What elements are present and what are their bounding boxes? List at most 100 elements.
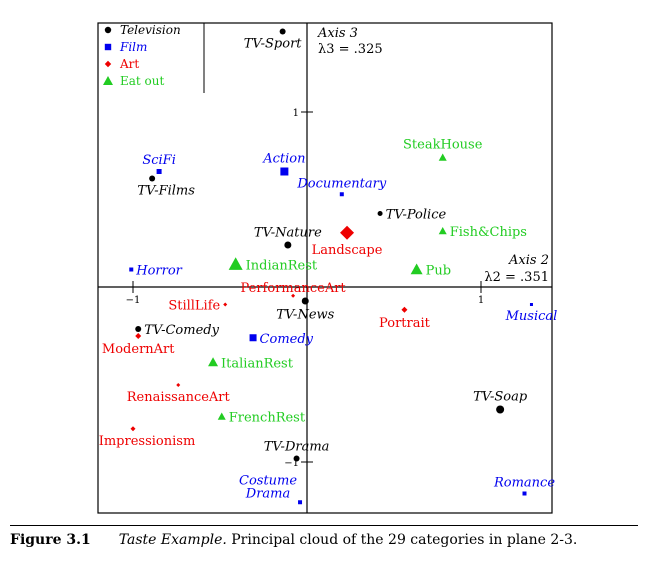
legend-triangle-icon	[103, 76, 113, 85]
point-marker	[298, 500, 303, 505]
point-marker	[249, 334, 257, 342]
plot-frame	[97, 22, 553, 514]
data-point: PerformanceArt	[240, 281, 346, 298]
point-label: Documentary	[296, 176, 386, 191]
point-label: PerformanceArt	[240, 281, 346, 296]
point-marker	[176, 383, 181, 387]
data-point: Fish&Chips	[438, 225, 527, 240]
point-label: Romance	[493, 476, 555, 491]
data-point: IndianRest	[228, 257, 318, 273]
data-point: Action	[262, 152, 306, 176]
point-label: SciFi	[142, 153, 176, 168]
data-point: Comedy	[249, 332, 314, 347]
legend-item: Eat out	[103, 74, 165, 88]
point-marker	[135, 326, 142, 332]
point-marker	[228, 257, 243, 270]
point-marker	[129, 267, 134, 272]
point-label: Comedy	[260, 332, 314, 347]
point-marker	[149, 175, 156, 182]
data-point: TV-Police	[377, 208, 447, 223]
figure-caption: Figure 3.1 Taste Example. Principal cloud…	[10, 532, 640, 548]
point-label: Impressionism	[99, 434, 196, 449]
point-label: IndianRest	[246, 258, 318, 273]
legend-label: Art	[119, 57, 139, 71]
axes: −1 1 1 −1 Axis 3λ3 = .325 Axis 2 λ2 = .351	[98, 23, 552, 513]
legend-item: Film	[104, 40, 147, 54]
data-point: SciFi	[142, 153, 176, 174]
point-label: Action	[262, 152, 305, 167]
data-point: SteakHouse	[403, 138, 483, 161]
data-point: Romance	[493, 476, 555, 496]
point-marker	[293, 455, 300, 462]
point-label: Portrait	[379, 316, 431, 331]
x-tick-label: −1	[126, 295, 141, 306]
point-label: Landscape	[312, 243, 383, 258]
point-label: TV-Sport	[244, 37, 303, 52]
point-label: SteakHouse	[403, 138, 483, 153]
point-marker	[401, 306, 408, 313]
data-point: ModernArt	[102, 333, 175, 357]
point-label: RenaissanceArt	[127, 390, 231, 405]
point-marker	[339, 192, 344, 197]
data-point: ItalianRest	[208, 356, 294, 371]
point-marker	[438, 153, 447, 161]
point-marker	[291, 293, 296, 298]
scatter-chart: Television Film Art Eat out −1 1 1 −1 Axis 3λ3 …	[97, 22, 558, 514]
point-label: TV-Police	[386, 208, 447, 223]
legend-label: Television	[120, 23, 181, 37]
data-point: Documentary	[296, 176, 387, 197]
x-axis-name: Axis 2	[508, 253, 549, 268]
point-label: Fish&Chips	[450, 225, 527, 240]
point-label: TV-Comedy	[144, 323, 219, 338]
data-point: Landscape	[312, 225, 383, 258]
point-marker	[279, 28, 286, 35]
data-point: TV-News	[276, 297, 335, 323]
y-axis-name: Axis 3	[317, 26, 358, 41]
point-label: ItalianRest	[221, 356, 294, 371]
point-marker	[522, 491, 527, 496]
point-label: FrenchRest	[229, 411, 306, 426]
point-label: StillLife	[168, 299, 220, 314]
point-marker	[156, 169, 162, 174]
points-layer: TV-Sport TV-Films TV-Nature TV-Police TV-New…	[99, 28, 558, 505]
x-tick-label: 1	[478, 295, 484, 306]
data-point: TV-Sport	[244, 28, 303, 52]
point-label: Musical	[505, 309, 558, 324]
y-tick-label: 1	[293, 108, 299, 119]
data-point: TV-Films	[137, 175, 195, 199]
point-marker	[529, 303, 533, 306]
data-point: FrenchRest	[217, 411, 306, 426]
point-marker	[301, 297, 309, 305]
y-axis-lambda: λ3 = .325	[318, 42, 383, 57]
point-marker	[223, 302, 228, 307]
legend: Television Film Art Eat out	[103, 23, 181, 88]
data-point: Horror	[129, 264, 183, 279]
data-point: Impressionism	[99, 426, 196, 449]
caption-rule	[10, 525, 638, 526]
point-marker	[208, 357, 219, 367]
point-marker	[410, 263, 423, 275]
legend-item: Art	[104, 57, 139, 71]
point-label: TV-Nature	[254, 226, 322, 241]
figure-title: Taste Example.	[118, 532, 227, 548]
point-marker	[438, 227, 447, 235]
point-label: Horror	[135, 264, 182, 279]
point-label: TV-Films	[137, 184, 195, 199]
point-label: Pub	[426, 264, 451, 279]
legend-label: Eat out	[120, 74, 165, 88]
figure-number: Figure 3.1	[10, 532, 91, 548]
point-marker	[280, 167, 289, 176]
data-point: RenaissanceArt	[127, 383, 231, 405]
point-label: Costume	[239, 473, 297, 488]
legend-circle-icon	[104, 26, 112, 34]
point-marker	[217, 412, 226, 420]
data-point: Musical	[505, 303, 558, 324]
point-marker	[135, 333, 142, 339]
point-label: ModernArt	[102, 342, 175, 357]
data-point: StillLife	[168, 299, 228, 314]
x-axis-lambda: λ2 = .351	[484, 270, 549, 285]
point-label: TV-Soap	[473, 390, 528, 405]
point-marker	[377, 211, 383, 216]
data-point: TV-Comedy	[135, 323, 220, 338]
